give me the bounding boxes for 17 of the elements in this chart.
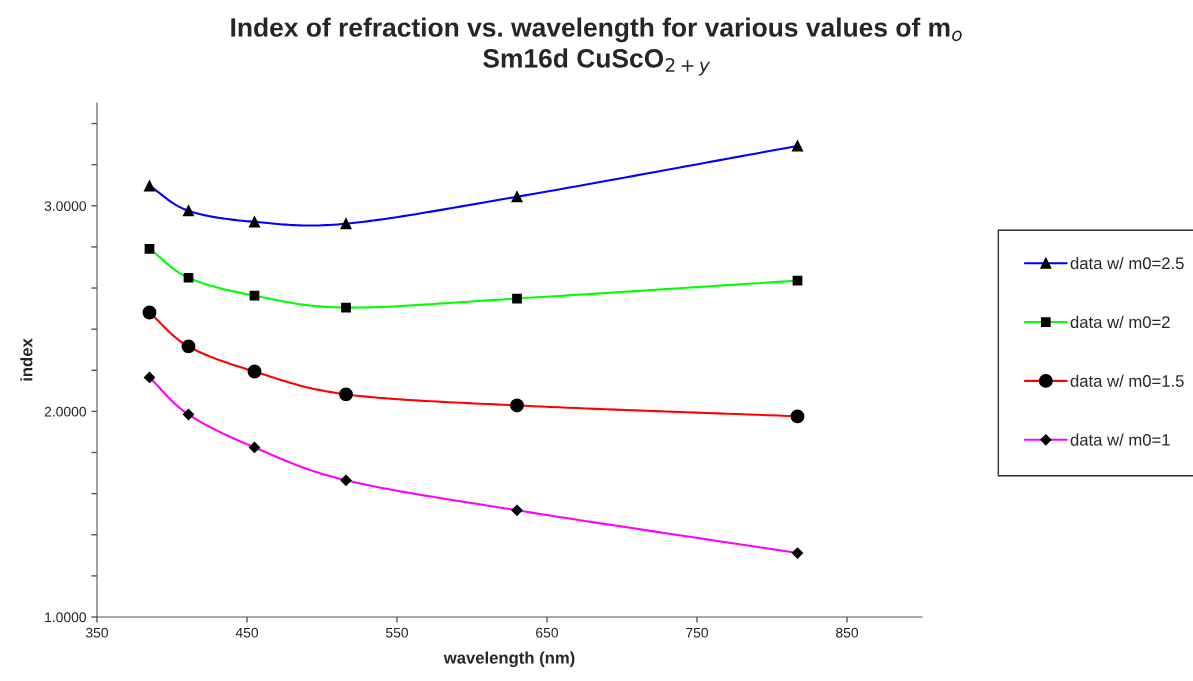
x-tick-label: 750 <box>686 627 709 638</box>
x-tick-label: 350 <box>85 627 109 638</box>
legend-label: data w/ m0=1.5 <box>1070 374 1184 387</box>
x-tick-label: 650 <box>536 627 559 638</box>
x-tick-label: 450 <box>235 627 259 638</box>
y-tick-label: 3.0000 <box>44 201 87 211</box>
y-tick-label: 1.0000 <box>45 612 87 623</box>
x-axis-title: wavelength (nm) <box>443 651 575 668</box>
y-tick-label: 2.0000 <box>44 406 87 417</box>
chart-title: Index of refraction vs. wavelength for various values of m$_{o}$ <box>231 17 962 43</box>
legend-label: data w/ m0=2 <box>1070 315 1170 329</box>
chart-subtitle: Sm16d CuScO$_{2+y}$ <box>483 48 711 76</box>
legend-label: data w/ m0=2.5 <box>1070 256 1184 270</box>
y-axis-title: index <box>20 338 33 381</box>
x-tick-label: 850 <box>836 627 859 638</box>
legend-label: data w/ m0=1 <box>1070 433 1170 446</box>
x-tick-label: 550 <box>385 627 409 638</box>
